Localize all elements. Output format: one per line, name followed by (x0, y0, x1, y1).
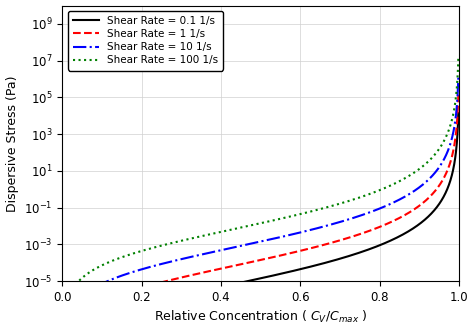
Shear Rate = 0.1 1/s (456, 111, 461, 115)
Shear Rate = 1 1/s (346, 236, 352, 240)
Shear Rate = 100 1/s (97, 264, 102, 268)
Shear Rate = 10 1/s (398, 197, 404, 201)
Shear Rate = 0.1 1/s (171, 296, 177, 300)
Shear Rate = 100 1/s (71, 285, 77, 289)
Line: Shear Rate = 100 1/s: Shear Rate = 100 1/s (68, 58, 458, 299)
Shear Rate = 1 1/s (456, 93, 461, 97)
Shear Rate = 1 1/s (105, 297, 111, 301)
Shear Rate = 1 1/s (370, 228, 375, 232)
Legend: Shear Rate = 0.1 1/s, Shear Rate = 1 1/s, Shear Rate = 10 1/s, Shear Rate = 100 : Shear Rate = 0.1 1/s, Shear Rate = 1 1/s… (67, 11, 223, 71)
Shear Rate = 10 1/s (349, 216, 355, 220)
Shear Rate = 10 1/s (345, 218, 351, 222)
Shear Rate = 100 1/s (386, 184, 392, 188)
Line: Shear Rate = 1 1/s: Shear Rate = 1 1/s (108, 95, 458, 299)
Shear Rate = 100 1/s (456, 56, 461, 60)
Line: Shear Rate = 10 1/s: Shear Rate = 10 1/s (79, 76, 458, 299)
Shear Rate = 1 1/s (126, 290, 131, 294)
Shear Rate = 10 1/s (198, 253, 203, 257)
Shear Rate = 1 1/s (412, 207, 418, 211)
Shear Rate = 0.1 1/s (329, 259, 335, 263)
X-axis label: Relative Concentration ( $C_V/C_{max}$ ): Relative Concentration ( $C_V/C_{max}$ ) (154, 309, 367, 325)
Shear Rate = 10 1/s (413, 188, 419, 192)
Y-axis label: Dispersive Stress (Pa): Dispersive Stress (Pa) (6, 75, 18, 212)
Line: Shear Rate = 0.1 1/s: Shear Rate = 0.1 1/s (167, 113, 458, 300)
Shear Rate = 10 1/s (384, 203, 390, 207)
Shear Rate = 0.1 1/s (307, 265, 312, 269)
Shear Rate = 0.1 1/s (270, 274, 275, 278)
Shear Rate = 100 1/s (65, 297, 71, 301)
Shear Rate = 100 1/s (424, 161, 429, 165)
Shear Rate = 1 1/s (308, 246, 313, 250)
Shear Rate = 10 1/s (456, 74, 461, 78)
Shear Rate = 100 1/s (385, 185, 391, 189)
Shear Rate = 0.1 1/s (164, 298, 170, 302)
Shear Rate = 0.1 1/s (219, 285, 225, 289)
Shear Rate = 0.1 1/s (200, 289, 205, 293)
Shear Rate = 10 1/s (76, 297, 82, 301)
Shear Rate = 100 1/s (380, 187, 385, 191)
Shear Rate = 1 1/s (214, 267, 220, 271)
